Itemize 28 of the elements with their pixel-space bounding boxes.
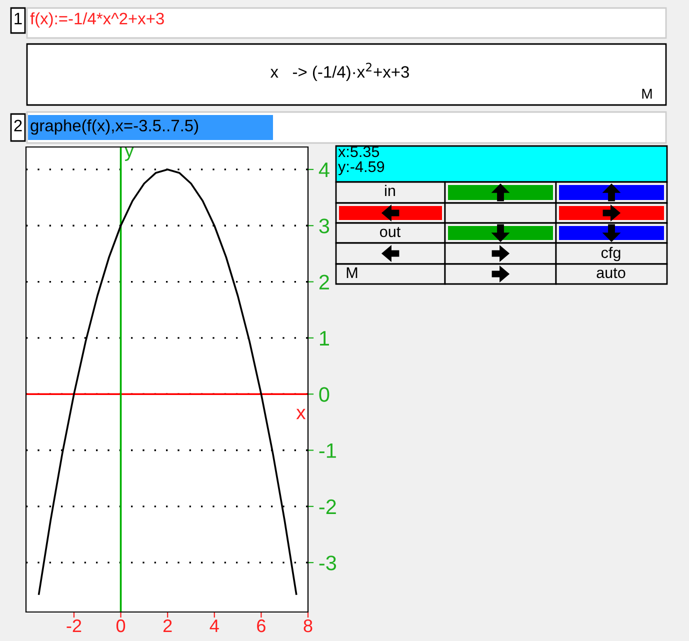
x-tick-label: 2 (163, 619, 172, 632)
text: in (385, 184, 395, 196)
text: cfg (601, 246, 620, 262)
x-axis-title: x (296, 408, 306, 420)
text: auto (596, 268, 626, 278)
x-tick-label: -2 (66, 619, 82, 632)
text: f(x):=-1/4*x^2+x+3 (30, 12, 164, 28)
text: M (642, 88, 652, 99)
y-tick-label: 0 (319, 387, 330, 402)
text: 1 (14, 12, 22, 24)
text: graphe(f(x),x=-3.5..7.5) (30, 119, 198, 135)
y-tick-label: -3 (319, 556, 336, 570)
text: x:5.35 (338, 146, 380, 158)
text: x -> (-1/4)·x$^{2}$+x+3 (270, 62, 409, 82)
y-tick-label: 2 (319, 274, 329, 290)
text: M (346, 267, 358, 278)
text: 2 (14, 120, 22, 132)
y-tick-label: 4 (318, 162, 330, 178)
y-tick-label: 3 (319, 218, 330, 234)
y-tick-label: -2 (319, 499, 336, 514)
x-tick-label: 6 (257, 619, 266, 632)
y-tick-label: 1 (320, 331, 329, 346)
x-tick-label: 0 (116, 619, 126, 632)
text: out (380, 227, 401, 238)
text: y:-4.59 (338, 161, 384, 176)
x-tick-label: 8 (304, 619, 312, 632)
y-tick-label: -1 (319, 443, 336, 458)
x-tick-label: 4 (210, 620, 219, 632)
